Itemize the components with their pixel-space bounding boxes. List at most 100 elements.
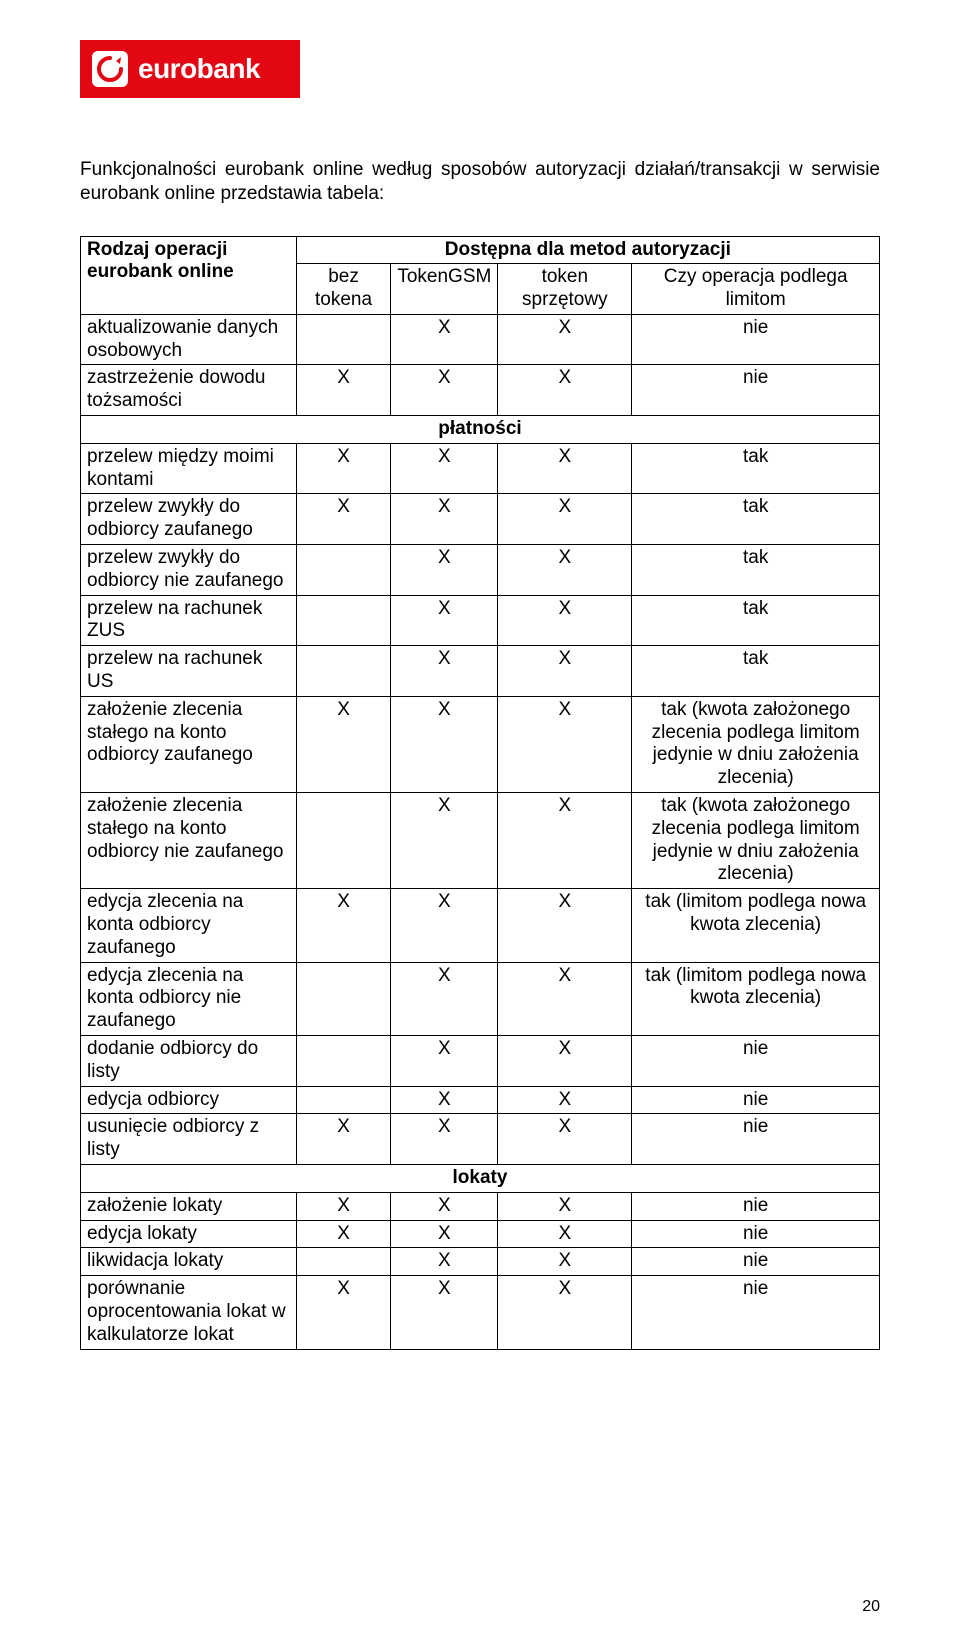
lim-cell: tak: [632, 494, 880, 545]
table-row: założenie zlecenia stałego na konto odbi…: [81, 696, 880, 792]
gsm-cell: X: [391, 889, 498, 962]
brand-logo: eurobank: [80, 40, 300, 98]
gsm-cell: X: [391, 595, 498, 646]
op-cell: edycja zlecenia na konta odbiorcy nie za…: [81, 962, 297, 1035]
gsm-cell: X: [391, 1248, 498, 1276]
op-cell: przelew na rachunek ZUS: [81, 595, 297, 646]
op-cell: przelew między moimi kontami: [81, 443, 297, 494]
gsm-cell: X: [391, 962, 498, 1035]
op-cell: edycja odbiorcy: [81, 1086, 297, 1114]
bez-cell: X: [296, 1114, 391, 1165]
bez-cell: X: [296, 1192, 391, 1220]
hw-cell: X: [498, 595, 632, 646]
table-row: przelew na rachunek US X X tak: [81, 646, 880, 697]
table-row: zastrzeżenie dowodu tożsamości X X X nie: [81, 365, 880, 416]
lim-cell: nie: [632, 314, 880, 365]
header-tokengsm: TokenGSM: [391, 264, 498, 315]
table-row: założenie zlecenia stałego na konto odbi…: [81, 793, 880, 889]
intro-paragraph: Funkcjonalności eurobank online według s…: [80, 158, 880, 206]
hw-cell: X: [498, 889, 632, 962]
bez-cell: X: [296, 365, 391, 416]
logo-text: eurobank: [138, 53, 260, 85]
bez-cell: X: [296, 1276, 391, 1349]
table-row: dodanie odbiorcy do listy X X nie: [81, 1036, 880, 1087]
table-row: edycja zlecenia na konta odbiorcy zaufan…: [81, 889, 880, 962]
gsm-cell: X: [391, 1276, 498, 1349]
lim-cell: tak: [632, 646, 880, 697]
op-cell: przelew zwykły do odbiorcy zaufanego: [81, 494, 297, 545]
bez-cell: X: [296, 443, 391, 494]
bez-cell: [296, 793, 391, 889]
hw-cell: X: [498, 443, 632, 494]
table-row: edycja zlecenia na konta odbiorcy nie za…: [81, 962, 880, 1035]
operations-table: Rodzaj operacji eurobank online Dostępna…: [80, 236, 880, 1350]
op-cell: edycja zlecenia na konta odbiorcy zaufan…: [81, 889, 297, 962]
section-platnosci: płatności: [81, 416, 880, 444]
hw-cell: X: [498, 545, 632, 596]
op-cell: edycja lokaty: [81, 1220, 297, 1248]
hw-cell: X: [498, 314, 632, 365]
lim-cell: tak: [632, 595, 880, 646]
hw-cell: X: [498, 646, 632, 697]
table-row: likwidacja lokaty X X nie: [81, 1248, 880, 1276]
bez-cell: X: [296, 889, 391, 962]
hw-cell: X: [498, 793, 632, 889]
lim-cell: nie: [632, 1114, 880, 1165]
bez-cell: [296, 314, 391, 365]
hw-cell: X: [498, 1192, 632, 1220]
op-cell: porównanie oprocentowania lokat w kalkul…: [81, 1276, 297, 1349]
header-token-hw: token sprzętowy: [498, 264, 632, 315]
hw-cell: X: [498, 1248, 632, 1276]
bez-cell: X: [296, 494, 391, 545]
section-label: płatności: [81, 416, 880, 444]
gsm-cell: X: [391, 1086, 498, 1114]
gsm-cell: X: [391, 314, 498, 365]
op-cell: aktualizowanie danych osobowych: [81, 314, 297, 365]
bez-cell: [296, 1086, 391, 1114]
header-auth-group: Dostępna dla metod autoryzacji: [296, 236, 879, 264]
lim-cell: nie: [632, 1192, 880, 1220]
page-number: 20: [862, 1598, 880, 1616]
table-row: przelew na rachunek ZUS X X tak: [81, 595, 880, 646]
lim-cell: tak (kwota założonego zlecenia podlega l…: [632, 696, 880, 792]
gsm-cell: X: [391, 494, 498, 545]
logo-icon: [92, 51, 128, 87]
header-operation: Rodzaj operacji eurobank online: [81, 236, 297, 314]
hw-cell: X: [498, 1036, 632, 1087]
gsm-cell: X: [391, 443, 498, 494]
op-cell: założenie lokaty: [81, 1192, 297, 1220]
gsm-cell: X: [391, 1036, 498, 1087]
bez-cell: [296, 595, 391, 646]
op-cell: założenie zlecenia stałego na konto odbi…: [81, 696, 297, 792]
lim-cell: tak (limitom podlega nowa kwota zlecenia…: [632, 962, 880, 1035]
hw-cell: X: [498, 1114, 632, 1165]
table-header-row-1: Rodzaj operacji eurobank online Dostępna…: [81, 236, 880, 264]
document-page: eurobank Funkcjonalności eurobank online…: [0, 0, 960, 1646]
hw-cell: X: [498, 1086, 632, 1114]
table-row: założenie lokaty X X X nie: [81, 1192, 880, 1220]
op-cell: dodanie odbiorcy do listy: [81, 1036, 297, 1087]
gsm-cell: X: [391, 1114, 498, 1165]
gsm-cell: X: [391, 1220, 498, 1248]
op-cell: przelew na rachunek US: [81, 646, 297, 697]
section-lokaty: lokaty: [81, 1164, 880, 1192]
header-limit: Czy operacja podlega limitom: [632, 264, 880, 315]
hw-cell: X: [498, 696, 632, 792]
gsm-cell: X: [391, 365, 498, 416]
lim-cell: nie: [632, 1276, 880, 1349]
lim-cell: tak: [632, 443, 880, 494]
gsm-cell: X: [391, 646, 498, 697]
op-cell: przelew zwykły do odbiorcy nie zaufanego: [81, 545, 297, 596]
op-cell: usunięcie odbiorcy z listy: [81, 1114, 297, 1165]
table-row: porównanie oprocentowania lokat w kalkul…: [81, 1276, 880, 1349]
table-row: usunięcie odbiorcy z listy X X X nie: [81, 1114, 880, 1165]
bez-cell: [296, 646, 391, 697]
table-row: przelew zwykły do odbiorcy nie zaufanego…: [81, 545, 880, 596]
bez-cell: [296, 545, 391, 596]
op-cell: likwidacja lokaty: [81, 1248, 297, 1276]
lim-cell: nie: [632, 1036, 880, 1087]
lim-cell: tak: [632, 545, 880, 596]
header-bez-tokena: bez tokena: [296, 264, 391, 315]
lim-cell: nie: [632, 1248, 880, 1276]
gsm-cell: X: [391, 545, 498, 596]
